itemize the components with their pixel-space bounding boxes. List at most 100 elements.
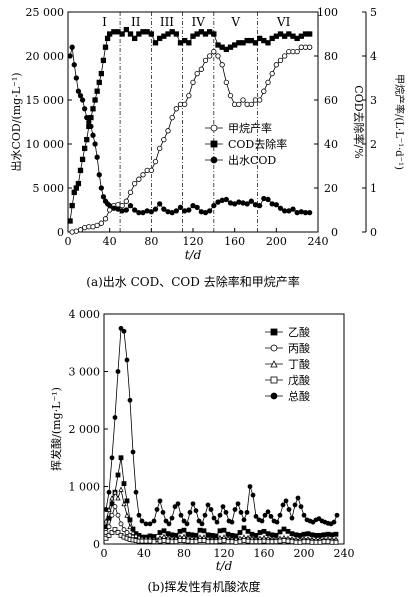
data-point [77, 167, 84, 174]
data-point [193, 508, 199, 514]
data-point [194, 204, 200, 211]
legend-label: 总酸 [288, 389, 310, 403]
data-point [139, 518, 145, 524]
left-tick-label: 25 000 [26, 6, 65, 19]
data-point [175, 501, 181, 507]
data-point [205, 502, 211, 508]
data-point [161, 538, 167, 543]
data-point [307, 31, 313, 37]
data-point [181, 538, 187, 543]
data-point [277, 538, 283, 544]
data-point [147, 538, 153, 544]
data-point [147, 521, 153, 527]
data-point [217, 538, 223, 544]
data-point [152, 206, 159, 212]
data-point [307, 209, 313, 216]
data-point [148, 31, 154, 37]
data-point [333, 531, 339, 537]
series-line [105, 457, 337, 538]
data-point [136, 176, 142, 182]
data-point [165, 209, 171, 215]
x-tick-label: 200 [266, 235, 287, 248]
data-point [232, 507, 238, 512]
data-point [157, 538, 163, 544]
data-point [317, 539, 323, 545]
data-point [253, 539, 259, 545]
data-point [124, 512, 130, 518]
data-point [182, 101, 188, 108]
x-axis-ticks: 0 40 80 120 160 200 240 [101, 540, 355, 560]
legend-marker [210, 156, 218, 164]
data-point [245, 538, 251, 544]
data-point [237, 539, 243, 545]
data-point [205, 539, 211, 545]
data-point [106, 532, 112, 538]
data-point [133, 489, 139, 495]
data-point [173, 106, 179, 112]
data-point [252, 202, 259, 208]
data-point [71, 62, 77, 68]
data-point [248, 101, 254, 108]
data-point [69, 229, 75, 235]
data-point [219, 62, 225, 68]
data-point [229, 539, 235, 545]
legend-marker [270, 360, 278, 368]
data-point [71, 189, 77, 196]
data-point [294, 48, 300, 55]
legend-label: COD去除率 [228, 137, 287, 151]
data-point [187, 509, 193, 515]
data-point [211, 48, 217, 55]
data-point [269, 539, 275, 545]
data-point [133, 532, 139, 538]
legend-label: 甲烷产率 [228, 121, 272, 135]
phase-label: III [160, 15, 174, 29]
data-point [127, 31, 134, 37]
phase-labels: I II III IV V VI [102, 15, 291, 29]
data-point [261, 538, 267, 544]
series-2 [67, 44, 313, 216]
data-point [227, 92, 234, 99]
data-point [178, 512, 184, 518]
data-point [103, 507, 109, 512]
data-point [201, 538, 207, 543]
data-point [259, 518, 265, 524]
data-point [289, 515, 295, 521]
x-tick-label: 0 [101, 547, 108, 560]
data-point [123, 26, 129, 33]
data-point [67, 53, 73, 59]
data-point [305, 539, 311, 545]
data-point [301, 539, 307, 545]
x-axis-ticks: 0 40 80 120 160 200 240 [65, 228, 329, 248]
data-point [148, 209, 154, 215]
data-point [173, 208, 179, 214]
data-point [96, 79, 102, 86]
data-point [240, 97, 246, 103]
data-point [82, 224, 88, 231]
data-point [298, 209, 304, 215]
data-point [102, 44, 109, 50]
legend-marker [270, 392, 278, 400]
data-point [75, 88, 82, 94]
data-point [213, 539, 219, 545]
data-point [307, 44, 313, 50]
data-point [221, 527, 227, 533]
data-point [109, 512, 115, 518]
data-point [157, 145, 163, 152]
x-tick-label: 240 [334, 547, 355, 560]
data-point [305, 531, 311, 537]
data-point [96, 172, 102, 178]
data-point [186, 40, 192, 46]
data-point [252, 40, 259, 46]
data-point [301, 531, 307, 537]
legend-marker [210, 140, 218, 148]
right-axis-methane-ticks: 0 1 2 3 4 5 [362, 6, 377, 239]
data-point [151, 518, 157, 524]
data-point [293, 539, 299, 545]
data-point [201, 528, 207, 534]
data-point [100, 194, 107, 200]
x-tick-label: 200 [294, 547, 315, 560]
y-tick-label: 2 000 [69, 423, 101, 436]
data-point [277, 205, 284, 211]
